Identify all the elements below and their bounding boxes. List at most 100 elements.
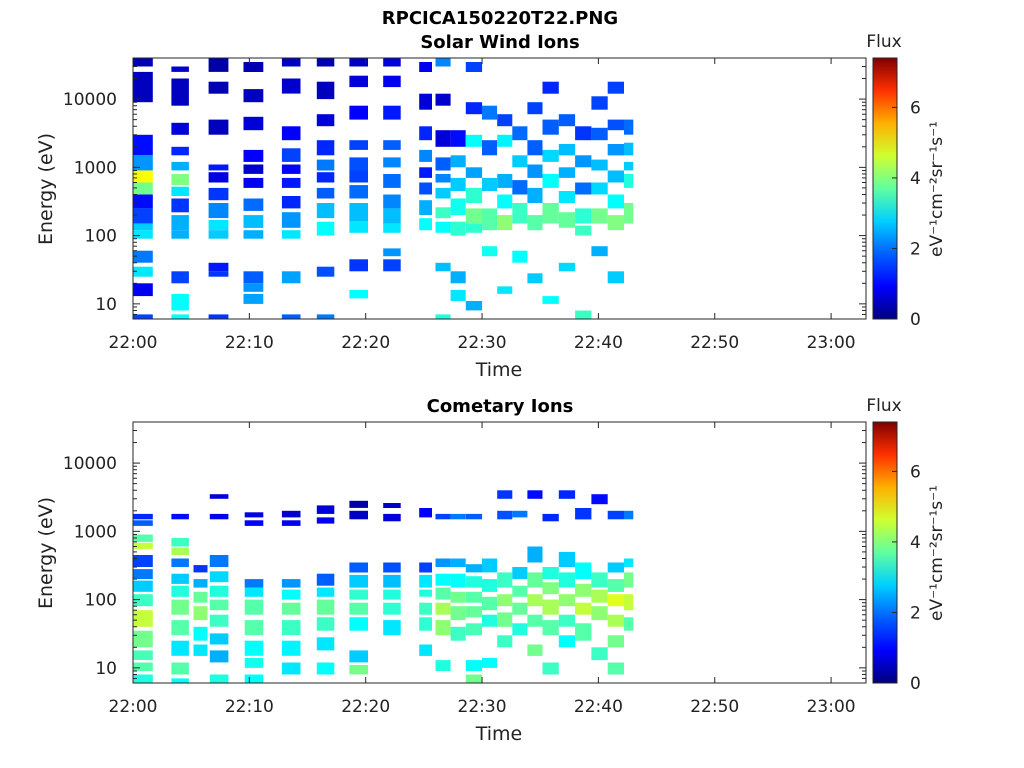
heatmap-cell (133, 155, 153, 171)
y-axis-label-solar-wind: Energy (eV) (35, 133, 57, 245)
heatmap-cell (624, 119, 634, 135)
heatmap-cell (450, 558, 466, 567)
heatmap-cell (243, 283, 264, 292)
x-tick-label: 22:10 (225, 697, 274, 717)
heatmap-cell (349, 105, 368, 120)
heatmap-cell (171, 293, 189, 311)
heatmap-cell (450, 155, 466, 168)
colorbar-title-solar-wind: Flux (866, 32, 901, 52)
heatmap-cell (435, 513, 451, 520)
heatmap-cell (281, 602, 301, 615)
heatmap-cell (435, 207, 451, 219)
colorbar-tick-label: 2 (910, 603, 921, 623)
heatmap-cell (208, 230, 229, 239)
heatmap-cell (482, 579, 498, 592)
heatmap-cell (281, 212, 301, 228)
heatmap-cell (542, 513, 559, 522)
heatmap-cell (607, 215, 624, 231)
heatmap-cell (171, 161, 189, 171)
heatmap-cell (349, 562, 368, 573)
heatmap-cell (419, 167, 432, 178)
heatmap-cell (316, 140, 335, 156)
heatmap-cell (383, 574, 401, 588)
heatmap-cell (349, 510, 368, 520)
panel-title-cometary: Cometary Ions (427, 396, 574, 417)
heatmap-cell (243, 62, 264, 72)
heatmap-cell (607, 562, 624, 573)
heatmap-cell (542, 296, 559, 304)
heatmap-cell (482, 596, 498, 611)
heatmap-cell (497, 114, 513, 127)
colorbar-cometary: Flux 0 2 4 6 eV⁻¹cm⁻²sr⁻¹s⁻¹ (866, 396, 947, 694)
heatmap-cell (497, 490, 513, 499)
x-tick-label: 23:00 (807, 697, 856, 717)
heatmap-cell (558, 114, 576, 127)
heatmap-cell (316, 221, 335, 236)
heatmap-cell (316, 637, 335, 651)
heatmap-cell (316, 517, 335, 524)
heatmap-cell (383, 589, 401, 600)
heatmap-cell (450, 626, 466, 641)
heatmap-cell (383, 194, 401, 209)
heatmap-cell (558, 262, 576, 272)
heatmap-cell (435, 660, 451, 671)
heatmap-cell (512, 250, 528, 263)
heatmap-cell (171, 198, 189, 213)
heatmap-cell (465, 606, 483, 618)
heatmap-cell (316, 266, 335, 277)
heatmap-cell (316, 172, 335, 183)
axes-solar-wind: 22:00 22:10 22:20 22:30 22:40 22:50 23:00 10 100… (63, 57, 866, 353)
heatmap-cell (435, 587, 451, 600)
heatmap-cell (450, 289, 466, 301)
heatmap-cell (193, 565, 208, 573)
heatmap-cell (383, 157, 401, 168)
heatmap-cell (558, 490, 576, 499)
y-tick-label: 100 (85, 591, 117, 611)
heatmap-cell (349, 185, 368, 199)
heatmap-cell (281, 314, 301, 319)
heatmap-cell (243, 164, 264, 174)
heatmap-cell (512, 203, 528, 224)
heatmap-cell (497, 612, 513, 627)
heatmap-cell (435, 93, 451, 106)
panel-solar-wind: Solar Wind Ions 22:00 22:10 22:20 22:30 22:4… (35, 32, 947, 381)
heatmap-cell (497, 215, 513, 231)
heatmap-cell (171, 271, 189, 284)
heatmap-cell (624, 510, 634, 520)
heatmap-cell (624, 558, 634, 567)
heatmap-cell (575, 602, 592, 615)
heatmap-cell (419, 126, 432, 141)
heatmap-cell (607, 614, 624, 627)
heatmap-cell (193, 626, 208, 641)
heatmap-cell (465, 223, 483, 233)
x-tick-label: 22:50 (690, 697, 739, 717)
heatmap-cell (435, 558, 451, 567)
heatmap-cell (133, 170, 153, 183)
heatmap-cell (512, 155, 528, 168)
heatmap-cell (435, 262, 451, 272)
heatmap-cell (527, 572, 543, 588)
heatmap-cell (527, 164, 543, 178)
heatmap-cell (383, 620, 401, 636)
heatmap-cell (281, 589, 301, 600)
heatmap-cell (243, 116, 264, 131)
heatmap-cell (419, 182, 432, 195)
heatmap-cell (527, 644, 543, 656)
colorbar-tick-label: 4 (910, 169, 921, 189)
heatmap-cell (607, 119, 624, 131)
heatmap-cell (558, 167, 576, 178)
heatmap-cell (281, 620, 301, 636)
heatmap-cell (558, 594, 576, 607)
heatmap-cell (316, 203, 335, 219)
heatmap-cell (450, 221, 466, 236)
heatmap-cell (171, 230, 189, 239)
heatmap-cell (383, 105, 401, 120)
heatmap-cell (575, 623, 592, 641)
heatmap-cell (349, 75, 368, 88)
heatmap-cell (419, 574, 432, 588)
heatmap-cell (133, 134, 153, 156)
heatmap-cell (281, 510, 301, 518)
heatmap-cell (383, 602, 401, 615)
x-tick-label: 22:50 (690, 333, 739, 353)
heatmap-cell (133, 194, 153, 209)
